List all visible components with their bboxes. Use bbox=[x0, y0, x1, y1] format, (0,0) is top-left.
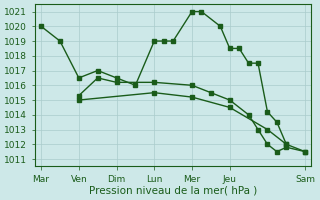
X-axis label: Pression niveau de la mer( hPa ): Pression niveau de la mer( hPa ) bbox=[89, 186, 257, 196]
